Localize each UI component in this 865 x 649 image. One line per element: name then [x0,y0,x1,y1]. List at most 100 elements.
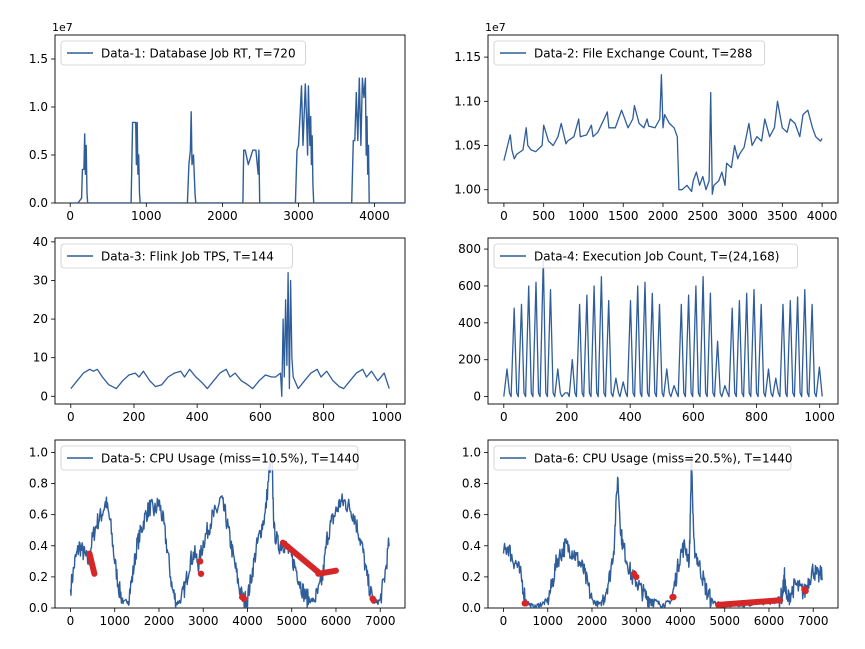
offset-text: 1e7 [52,21,73,34]
missing-point [802,587,809,595]
legend-label: Data-4: Execution Job Count, T=(24,168) [534,250,780,264]
legend-box [60,243,293,269]
y-tick-label: 1.0 [29,100,48,114]
missing-point [670,593,677,601]
x-tick-label: 4000 [807,209,838,223]
x-tick-label: 400 [186,410,209,424]
offset-text: 1e7 [485,21,506,34]
legend-box [493,243,798,269]
y-tick-label: 1.10 [454,94,481,108]
x-tick-label: 6000 [754,614,785,628]
y-tick-label: 1.15 [454,50,481,64]
chart-panel-2: 0 500 1000 1500 2000 2500 3000 3500 4000 1.00 1.05… [454,21,839,223]
data-series-line [503,74,823,195]
x-tick-label: 6000 [321,614,352,628]
x-tick-label: 2000 [144,614,175,628]
missing-point [633,573,640,581]
data-series-line [503,257,823,398]
x-tick-label: 400 [619,410,642,424]
y-tick-label: 0.6 [462,508,481,522]
data-series-line [69,449,390,608]
x-tick-label: 3000 [621,614,652,628]
x-tick-label: 2500 [687,209,718,223]
legend-box [60,445,359,471]
y-tick-label: 800 [458,242,481,256]
legend-box [493,40,766,66]
y-tick-label: 0.2 [462,570,481,584]
chart-panel-6: 0 1000 2000 3000 4000 5000 6000 7000 0.0 0.2 0.4 0.… [462,439,839,628]
y-tick-label: 10 [33,351,48,365]
y-tick-label: 0 [473,390,481,404]
legend-label: Data-2: File Exchange Count, T=288 [534,47,752,61]
plot-area [70,77,405,203]
x-tick-label: 2000 [207,209,238,223]
legend-box [493,445,792,471]
x-tick-label: 1000 [131,209,162,223]
x-tick-label: 1000 [532,614,563,628]
plot-area [503,74,823,195]
x-tick-label: 4000 [359,209,390,223]
legend-label: Data-6: CPU Usage (miss=20.5%), T=1440 [534,452,793,466]
x-tick-label: 200 [556,410,579,424]
missing-point [196,558,204,565]
chart-panel-1: 0 1000 2000 3000 4000 0.0 0.5 1.0 1.5 1e7 Data-1: … [29,21,406,223]
plot-area [502,452,823,608]
x-tick-label: 1000 [99,614,130,628]
y-tick-label: 200 [458,353,481,367]
x-tick-label: 1000 [568,209,599,223]
x-tick-label: 200 [123,410,146,424]
legend: Data-2: File Exchange Count, T=288 [493,40,766,66]
x-tick-label: 7000 [798,614,829,628]
y-tick-label: 0.5 [29,148,48,162]
y-tick-label: 1.00 [454,183,481,197]
x-tick-label: 0 [67,410,75,424]
y-tick-label: 40 [33,235,48,249]
missing-segment [279,539,322,576]
x-tick-label: 1500 [608,209,639,223]
x-tick-label: 600 [249,410,272,424]
y-tick-label: 0.8 [462,477,481,491]
chart-panel-3: 0 200 400 600 800 1000 0 10 20 30 40 Data-3: Flink … [33,235,406,424]
legend: Data-5: CPU Usage (miss=10.5%), T=1440 [60,445,360,471]
x-tick-label: 2000 [577,614,608,628]
missing-segment [315,567,339,577]
y-tick-label: 1.0 [462,445,481,459]
y-tick-label: 1.0 [29,445,48,459]
x-tick-label: 1000 [804,410,835,424]
x-tick-label: 800 [745,410,768,424]
y-tick-label: 600 [458,279,481,293]
x-tick-label: 3000 [283,209,314,223]
chart-panel-5: 0 1000 2000 3000 4000 5000 6000 7000 0.0 0.2 0.4 0.… [29,439,406,628]
data-series-line [70,77,405,203]
x-tick-label: 3000 [727,209,758,223]
x-tick-label: 5000 [709,614,740,628]
plot-area [503,257,823,398]
data-series-line [70,272,390,397]
y-tick-label: 400 [458,316,481,330]
y-tick-label: 0.2 [29,570,48,584]
y-tick-label: 0.4 [29,539,48,553]
x-tick-label: 0 [500,410,508,424]
x-tick-label: 0 [67,614,75,628]
legend: Data-1: Database Job RT, T=720 [60,40,306,66]
chart-panel-4: 0 200 400 600 800 1000 0 200 400 600 800 Data-4: Ex… [458,237,839,424]
y-tick-label: 20 [33,312,48,326]
missing-point [522,600,529,607]
legend: Data-6: CPU Usage (miss=20.5%), T=1440 [493,445,793,471]
x-tick-label: 3500 [767,209,798,223]
y-tick-label: 30 [33,273,48,287]
x-tick-label: 1000 [371,410,402,424]
missing-segment [86,550,98,577]
x-tick-label: 600 [682,410,705,424]
legend-label: Data-5: CPU Usage (miss=10.5%), T=1440 [101,452,360,466]
x-tick-label: 0 [66,209,74,223]
y-tick-label: 0.0 [29,601,48,615]
x-tick-label: 0 [500,614,508,628]
x-tick-label: 4000 [232,614,263,628]
legend: Data-4: Execution Job Count, T=(24,168) [493,243,798,269]
x-tick-label: 800 [312,410,335,424]
plot-area [69,449,390,608]
legend: Data-3: Flink Job TPS, T=144 [60,243,293,269]
missing-point [370,597,377,604]
y-tick-label: 1.5 [29,52,48,66]
